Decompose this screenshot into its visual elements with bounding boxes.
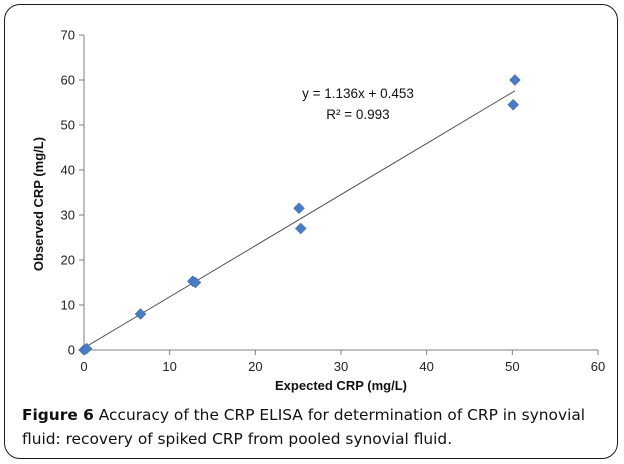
chart-trendline xyxy=(83,90,516,349)
x-tick-label: 30 xyxy=(334,359,348,374)
data-point xyxy=(294,222,307,235)
y-axis-title: Observed CRP (mg/L) xyxy=(31,137,46,271)
x-tick-label: 60 xyxy=(591,359,605,374)
scatter-chart: 0 10 20 30 40 50 60 70 0 10 20 30 40 50 60 y = 1.136x … xyxy=(31,28,606,394)
x-tick-label: 0 xyxy=(80,359,87,374)
y-tick-label: 10 xyxy=(61,298,75,313)
data-point xyxy=(509,74,521,86)
y-tick-label: 20 xyxy=(61,253,75,268)
data-point xyxy=(80,342,93,355)
x-tick-label: 20 xyxy=(248,359,262,374)
y-tick-label: 60 xyxy=(61,73,75,88)
y-tick-label: 70 xyxy=(61,28,75,43)
figure-caption: Figure 6 Accuracy of the CRP ELISA for d… xyxy=(22,403,612,451)
x-axis-title: Expected CRP (mg/L) xyxy=(275,378,407,393)
x-tick-label: 50 xyxy=(505,359,519,374)
data-point xyxy=(134,308,147,320)
caption-text: Accuracy of the CRP ELISA for determinat… xyxy=(22,406,586,448)
r-squared-label: R² = 0.993 xyxy=(326,107,389,122)
y-tick-label: 50 xyxy=(61,118,75,133)
chart-ticks: 0 10 20 30 40 50 60 70 0 10 20 30 40 50 60 xyxy=(61,28,606,375)
x-tick-label: 40 xyxy=(419,359,433,374)
x-tick-label: 10 xyxy=(162,359,176,374)
y-tick-label: 0 xyxy=(68,343,75,358)
data-point xyxy=(189,276,202,289)
chart-points xyxy=(78,74,521,356)
trendline-equation: y = 1.136x + 0.453 xyxy=(302,86,414,101)
trendline xyxy=(83,90,516,349)
data-point xyxy=(293,202,305,215)
y-tick-label: 40 xyxy=(61,163,75,178)
chart-axes xyxy=(83,35,598,351)
data-point xyxy=(507,98,520,111)
y-tick-label: 30 xyxy=(61,208,75,223)
caption-label: Figure 6 xyxy=(22,406,94,424)
